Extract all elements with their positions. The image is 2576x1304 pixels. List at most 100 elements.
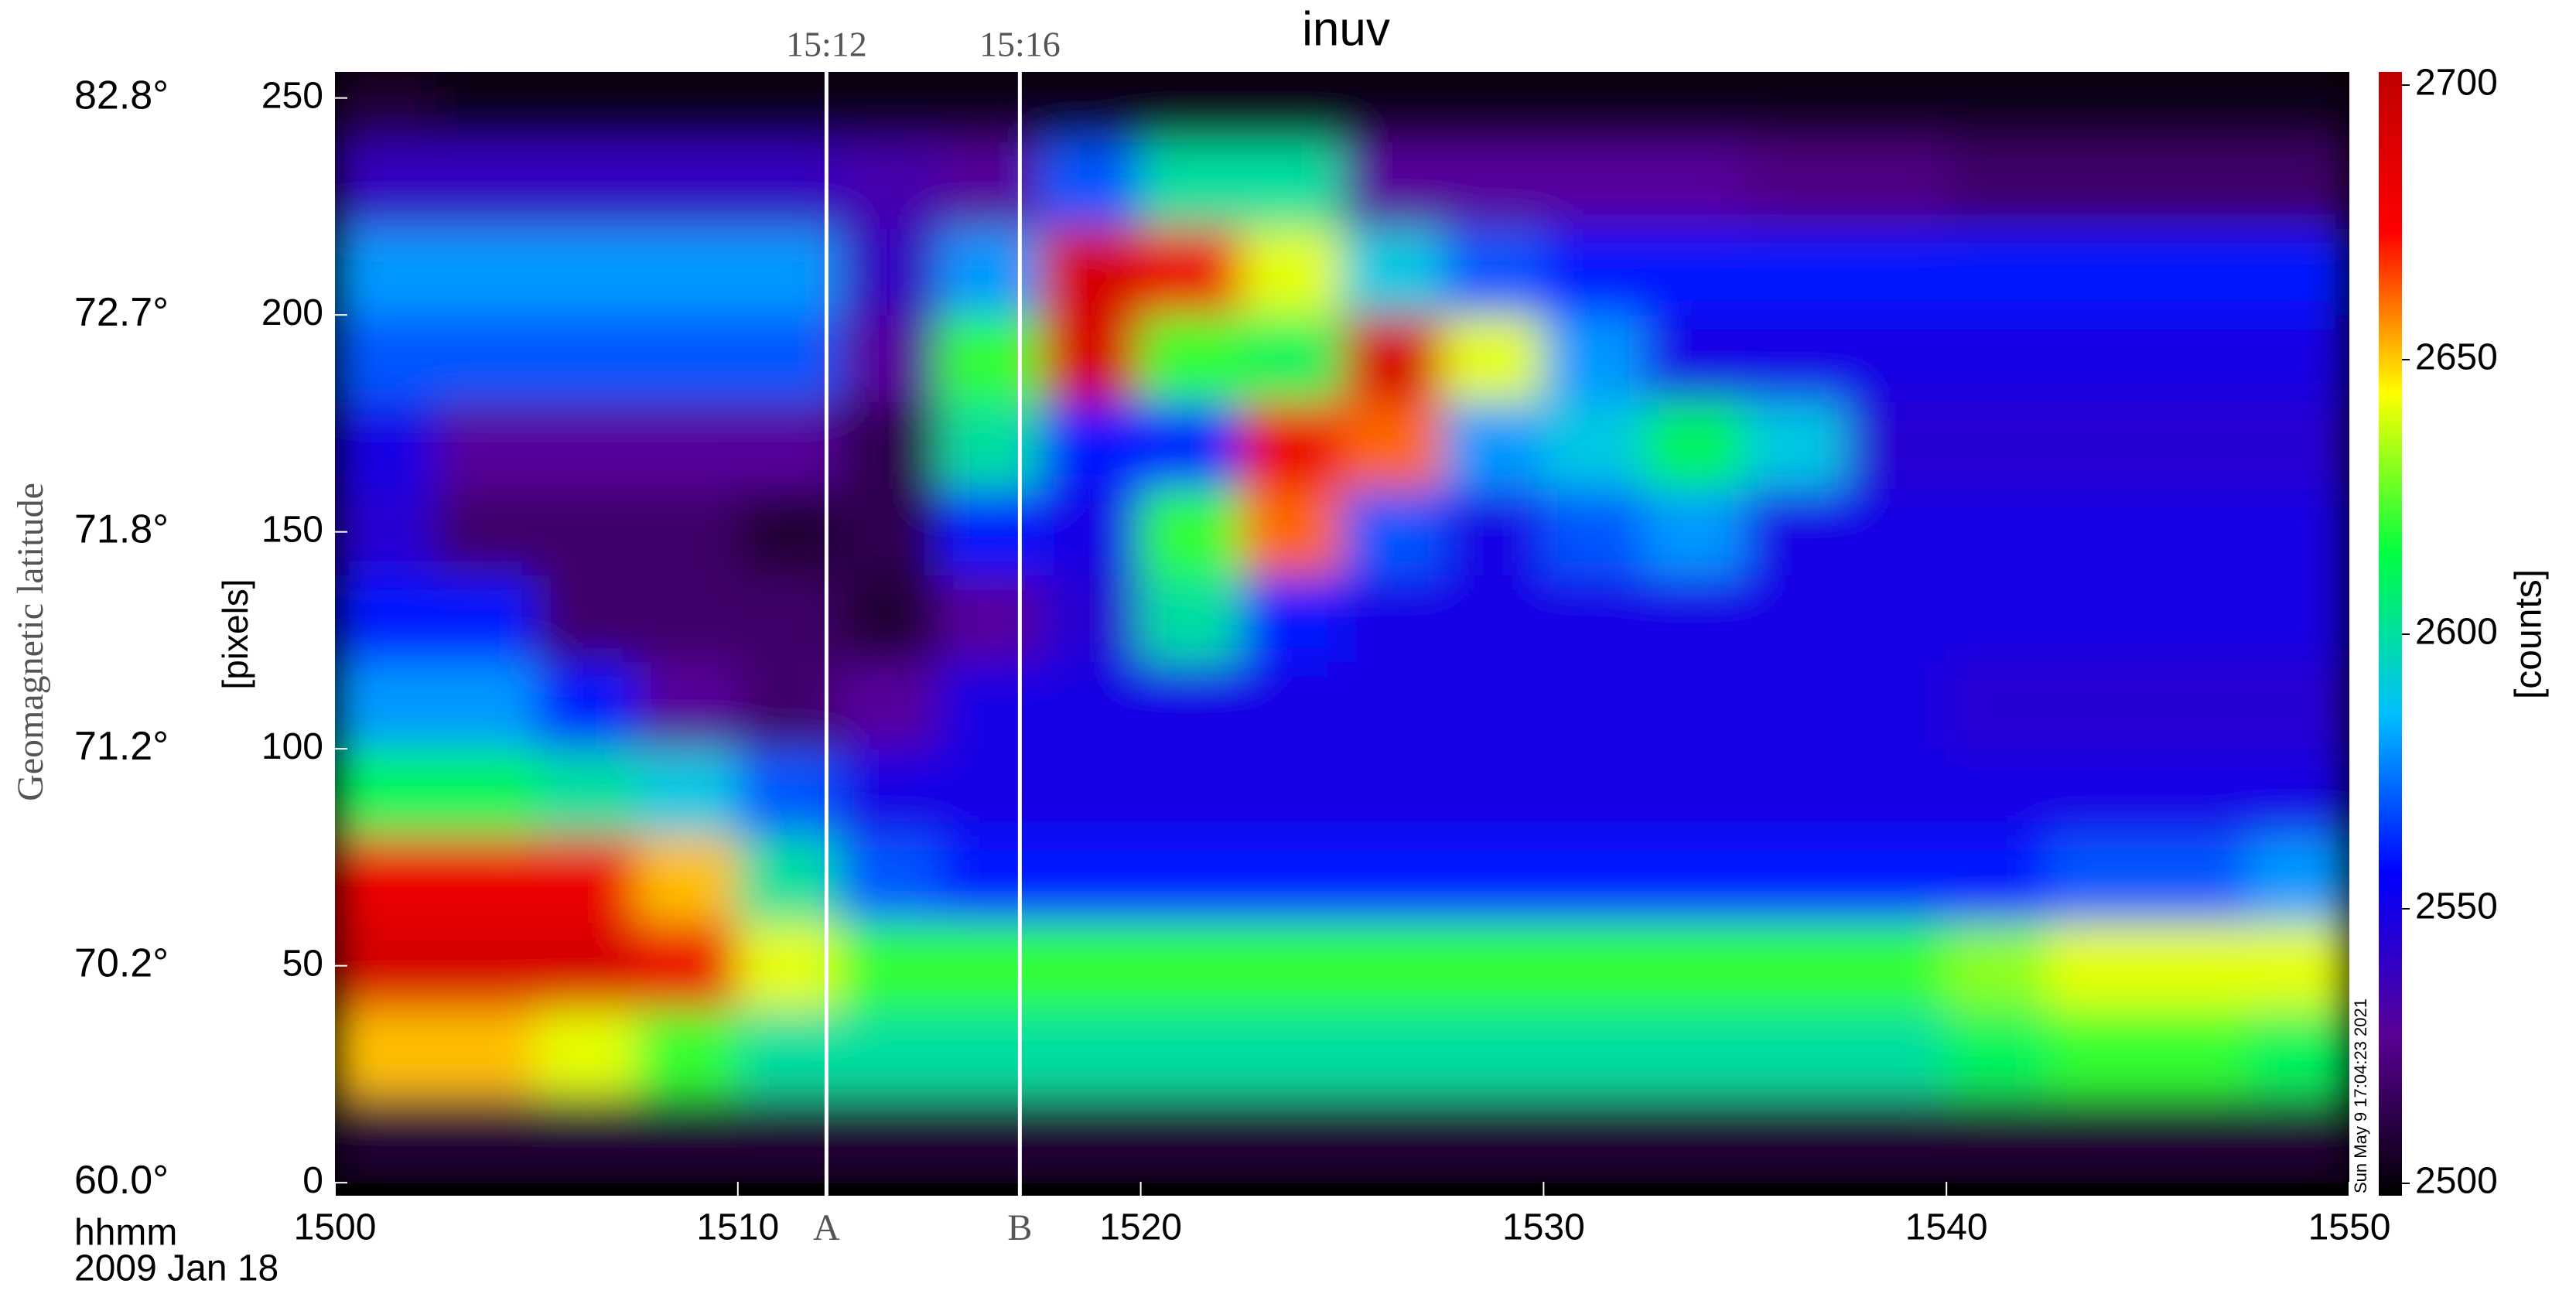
heatmap-cell [435, 575, 537, 663]
timestamp: Sun May 9 17:04:23 2021 [2351, 998, 2370, 1193]
heatmap-cell [838, 141, 940, 229]
heatmap-cell [1442, 227, 1544, 316]
heatmap-cell [938, 575, 1040, 663]
colorbar-tick-label: 2500 [2415, 1161, 2498, 1202]
heatmap-cell [1543, 835, 1645, 923]
heatmap-cell [1845, 922, 1947, 1010]
heatmap-cell [2046, 227, 2149, 316]
heatmap-cell [938, 141, 1040, 229]
heatmap-cell [1744, 1095, 1847, 1183]
heatmap-cell [1543, 1095, 1645, 1183]
heatmap-cell [2147, 835, 2250, 923]
heatmap-cell [1241, 72, 1343, 142]
heatmap-cell [838, 922, 940, 1010]
heatmap-cell [1644, 314, 1746, 402]
heatmap-cell [637, 1009, 739, 1097]
heatmap-cell [435, 835, 537, 923]
heatmap-cell [1039, 141, 1142, 229]
heatmap-cell [2147, 922, 2250, 1010]
heatmap-cell [535, 488, 638, 576]
heatmap-cell [2046, 401, 2149, 490]
heatmap-cell [1543, 401, 1645, 490]
latitude-label: 71.8° [74, 507, 169, 551]
heatmap-cell [535, 1009, 638, 1097]
heatmap-cell [1039, 835, 1142, 923]
heatmap-cell [1946, 922, 2048, 1010]
heatmap-cell [2046, 661, 2149, 749]
heatmap-cell [1744, 72, 1847, 142]
heatmap-cell [1241, 1009, 1343, 1097]
heatmap-cell [1341, 835, 1443, 923]
heatmap-cell [435, 661, 537, 749]
heatmap-cell [1039, 401, 1142, 490]
heatmap-cell [1442, 748, 1544, 836]
latitude-label: 60.0° [74, 1158, 169, 1203]
heatmap-cell [838, 72, 940, 142]
heatmap-cell [2046, 72, 2149, 142]
heatmap-cell [1039, 922, 1142, 1010]
heatmap-cell [1543, 227, 1645, 316]
heatmap-cell [1543, 1009, 1645, 1097]
heatmap-cell [1644, 141, 1746, 229]
heatmap-cell [435, 141, 537, 229]
heatmap-cell [1341, 575, 1443, 663]
heatmap-cell [2046, 1009, 2149, 1097]
heatmap-cell [2046, 314, 2149, 402]
heatmap-cell [1946, 1095, 2048, 1183]
heatmap-cell [1341, 72, 1443, 142]
heatmap-cell [1644, 227, 1746, 316]
heatmap-cell [435, 314, 537, 402]
heatmap-cell [1744, 1009, 1847, 1097]
heatmap-cell [435, 748, 537, 836]
heatmap-cell [1644, 1095, 1746, 1183]
heatmap-cell [1241, 401, 1343, 490]
heatmap-cell [1845, 72, 1947, 142]
heatmap-cell [2248, 748, 2349, 836]
heatmap-cell [737, 661, 839, 749]
heatmap-cell [1543, 72, 1645, 142]
heatmap-cell [1744, 141, 1847, 229]
heatmap-cell [1946, 314, 2048, 402]
heatmap-cell [1644, 922, 1746, 1010]
heatmap-cell [737, 1009, 839, 1097]
heatmap-cell [1644, 575, 1746, 663]
heatmap-cell [2147, 1095, 2250, 1183]
heatmap-cell [1341, 748, 1443, 836]
heatmap-cell [1140, 72, 1242, 142]
heatmap-cell [2046, 488, 2149, 576]
heatmap-cell [938, 1095, 1040, 1183]
heatmap-cell [1644, 661, 1746, 749]
heatmap-cell [335, 141, 436, 229]
heatmap-cell [2248, 1095, 2349, 1183]
heatmap-cell [1744, 835, 1847, 923]
heatmap-cell [2046, 141, 2149, 229]
heatmap-cell [535, 227, 638, 316]
heatmap-cell [938, 401, 1040, 490]
heatmap-cell [637, 661, 739, 749]
heatmap-cell [2248, 314, 2349, 402]
y-tick-label: 150 [261, 509, 323, 550]
heatmap-cell [637, 227, 739, 316]
heatmap-cell [435, 401, 537, 490]
heatmap-cell [1341, 1095, 1443, 1183]
chart-title: inuv [1302, 2, 1390, 56]
heatmap-cell [2147, 661, 2250, 749]
heatmap-cell [2248, 488, 2349, 576]
heatmap-cell [1644, 835, 1746, 923]
heatmap-cell [335, 1095, 436, 1183]
heatmap-cell [737, 748, 839, 836]
heatmap-cell [335, 835, 436, 923]
heatmap-cell [1442, 401, 1544, 490]
heatmap-cell [1946, 1009, 2048, 1097]
heatmap-cell [838, 1095, 940, 1183]
heatmap-cell [2248, 227, 2349, 316]
heatmap-cell [737, 575, 839, 663]
marker-letter: B [1007, 1207, 1032, 1248]
heatmap-cell [2147, 401, 2250, 490]
heatmap-cell [2248, 835, 2349, 923]
heatmap-cell [1039, 748, 1142, 836]
heatmap-cell [1946, 661, 2048, 749]
x-tick-label: 1500 [294, 1207, 377, 1248]
heatmap-cell [535, 401, 638, 490]
heatmap-cell [2046, 1095, 2149, 1183]
